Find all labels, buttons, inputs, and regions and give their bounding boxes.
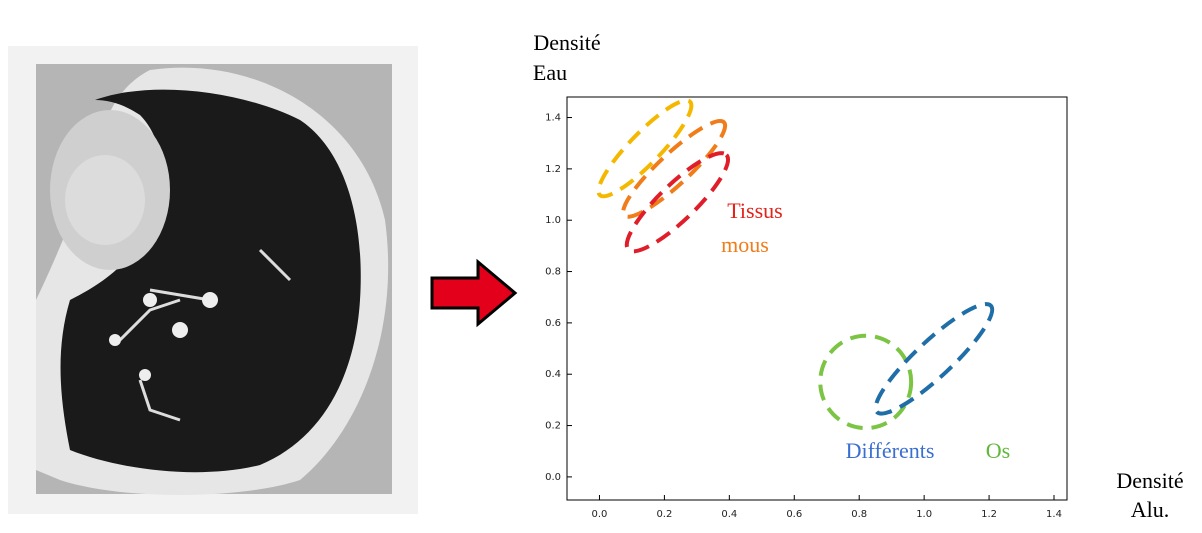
x-tick-label: 1.0 bbox=[916, 509, 932, 520]
y-tick-label: 0.0 bbox=[545, 472, 561, 483]
region-ellipse bbox=[596, 98, 694, 199]
annotation: Différents bbox=[846, 438, 935, 463]
region-ellipse bbox=[818, 333, 914, 431]
y-tick-label: 1.4 bbox=[545, 113, 561, 124]
y-tick-label: 0.4 bbox=[545, 369, 561, 380]
y-tick-label: 1.2 bbox=[545, 164, 561, 175]
annotation: Tissus bbox=[727, 198, 782, 223]
y-tick-label: 1.0 bbox=[545, 215, 561, 226]
region-ellipse bbox=[873, 302, 995, 416]
x-axis-label: Alu. bbox=[1131, 497, 1170, 522]
arrow bbox=[430, 258, 518, 328]
plot-frame bbox=[566, 96, 1068, 501]
annotation: mous bbox=[721, 232, 769, 257]
x-tick-label: 0.2 bbox=[656, 509, 672, 520]
x-tick-label: 1.2 bbox=[981, 509, 997, 520]
region-ellipse bbox=[624, 151, 730, 254]
y-axis-label: Eau bbox=[533, 60, 567, 85]
y-tick-label: 0.6 bbox=[545, 318, 561, 329]
x-tick-label: 1.4 bbox=[1046, 509, 1062, 520]
annotation: Os bbox=[986, 438, 1010, 463]
x-axis-label: Densité bbox=[1116, 468, 1183, 493]
y-tick-label: 0.2 bbox=[545, 421, 561, 432]
region-ellipse bbox=[621, 119, 728, 219]
x-tick-label: 0.4 bbox=[721, 509, 737, 520]
ct-image bbox=[8, 46, 418, 514]
x-tick-label: 0.8 bbox=[851, 509, 867, 520]
y-tick-label: 0.8 bbox=[545, 267, 561, 278]
x-tick-label: 0.0 bbox=[592, 509, 608, 520]
x-tick-label: 0.6 bbox=[786, 509, 802, 520]
y-axis-label: Densité bbox=[533, 30, 600, 55]
